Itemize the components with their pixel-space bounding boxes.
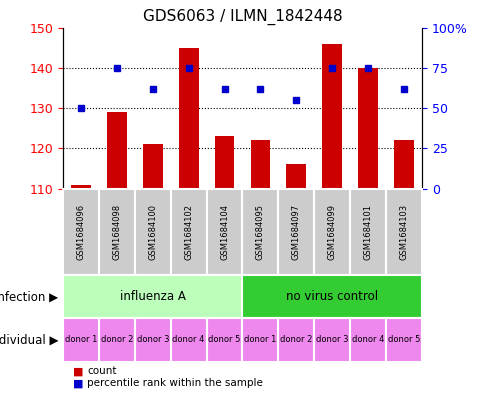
Bar	[358, 68, 377, 189]
Text: GSM1684104: GSM1684104	[220, 204, 228, 260]
Bar	[242, 189, 278, 275]
Text: GSM1684095: GSM1684095	[256, 204, 264, 260]
Bar	[179, 48, 198, 189]
Text: individual ▶: individual ▶	[0, 333, 58, 347]
Bar	[278, 189, 314, 275]
Bar	[206, 318, 242, 362]
Bar	[242, 275, 421, 318]
Text: GSM1684098: GSM1684098	[112, 204, 121, 260]
Text: ■: ■	[73, 378, 83, 388]
Bar	[107, 112, 126, 189]
Text: donor 2: donor 2	[101, 336, 133, 344]
Bar	[214, 136, 234, 189]
Text: count: count	[87, 366, 117, 376]
Bar	[135, 189, 170, 275]
Text: donor 1: donor 1	[65, 336, 97, 344]
Bar	[286, 164, 305, 189]
Text: donor 5: donor 5	[208, 336, 240, 344]
Text: influenza A: influenza A	[120, 290, 185, 303]
Bar	[99, 189, 135, 275]
Bar	[385, 318, 421, 362]
Text: percentile rank within the sample: percentile rank within the sample	[87, 378, 263, 388]
Text: GSM1684099: GSM1684099	[327, 204, 336, 260]
Bar	[135, 318, 170, 362]
Bar	[63, 275, 242, 318]
Text: donor 5: donor 5	[387, 336, 419, 344]
Text: GSM1684097: GSM1684097	[291, 204, 300, 260]
Bar	[349, 318, 385, 362]
Text: ■: ■	[73, 366, 83, 376]
Text: GSM1684103: GSM1684103	[399, 204, 408, 260]
Text: infection ▶: infection ▶	[0, 290, 58, 303]
Bar	[63, 189, 99, 275]
Text: donor 2: donor 2	[280, 336, 312, 344]
Bar	[349, 189, 385, 275]
Bar	[314, 318, 349, 362]
Text: no virus control: no virus control	[286, 290, 378, 303]
Bar	[314, 189, 349, 275]
Bar	[393, 140, 413, 189]
Text: GSM1684096: GSM1684096	[76, 204, 85, 260]
Bar	[63, 318, 99, 362]
Bar	[278, 318, 314, 362]
Bar	[71, 185, 91, 189]
Bar	[206, 189, 242, 275]
Bar	[143, 144, 162, 189]
Text: donor 4: donor 4	[351, 336, 383, 344]
Bar	[170, 189, 206, 275]
Bar	[322, 44, 341, 189]
Bar	[250, 140, 270, 189]
Title: GDS6063 / ILMN_1842448: GDS6063 / ILMN_1842448	[142, 9, 342, 25]
Text: GSM1684102: GSM1684102	[184, 204, 193, 260]
Text: donor 3: donor 3	[315, 336, 348, 344]
Text: donor 1: donor 1	[244, 336, 276, 344]
Bar	[99, 318, 135, 362]
Text: donor 3: donor 3	[136, 336, 169, 344]
Bar	[170, 318, 206, 362]
Text: GSM1684100: GSM1684100	[148, 204, 157, 260]
Text: donor 4: donor 4	[172, 336, 204, 344]
Bar	[385, 189, 421, 275]
Text: GSM1684101: GSM1684101	[363, 204, 372, 260]
Bar	[242, 318, 278, 362]
